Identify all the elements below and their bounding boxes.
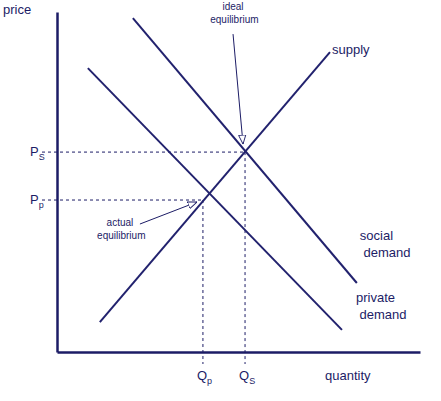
price-guide (42, 200, 203, 201)
annotation-arrow (233, 34, 243, 144)
price-label: PS (30, 144, 45, 162)
x-axis (58, 352, 421, 353)
series-line (133, 18, 357, 283)
x-axis-title: quantity (325, 368, 371, 383)
y-axis (57, 13, 58, 353)
chart: price quantity supply social demand private … (0, 0, 441, 401)
y-axis-title: price (3, 2, 31, 17)
axis-line (58, 351, 421, 354)
annotation: actual equilibrium (94, 217, 145, 241)
axis-line (56, 13, 59, 353)
series-label: supply (332, 42, 370, 57)
annotation: ideal equilibrium (207, 1, 258, 25)
annotation-arrow (140, 202, 197, 224)
plot-area (88, 18, 357, 330)
quantity-label: QS (239, 368, 255, 386)
guides (42, 152, 245, 364)
quantity-guide (245, 152, 246, 364)
series-label: social demand (360, 228, 411, 260)
price-label: Pp (30, 192, 44, 210)
series-label: private demand (356, 290, 407, 322)
price-guide (42, 152, 245, 153)
quantity-label: Qp (197, 368, 212, 386)
quantity-guide (202, 200, 203, 364)
series-line (88, 68, 342, 330)
